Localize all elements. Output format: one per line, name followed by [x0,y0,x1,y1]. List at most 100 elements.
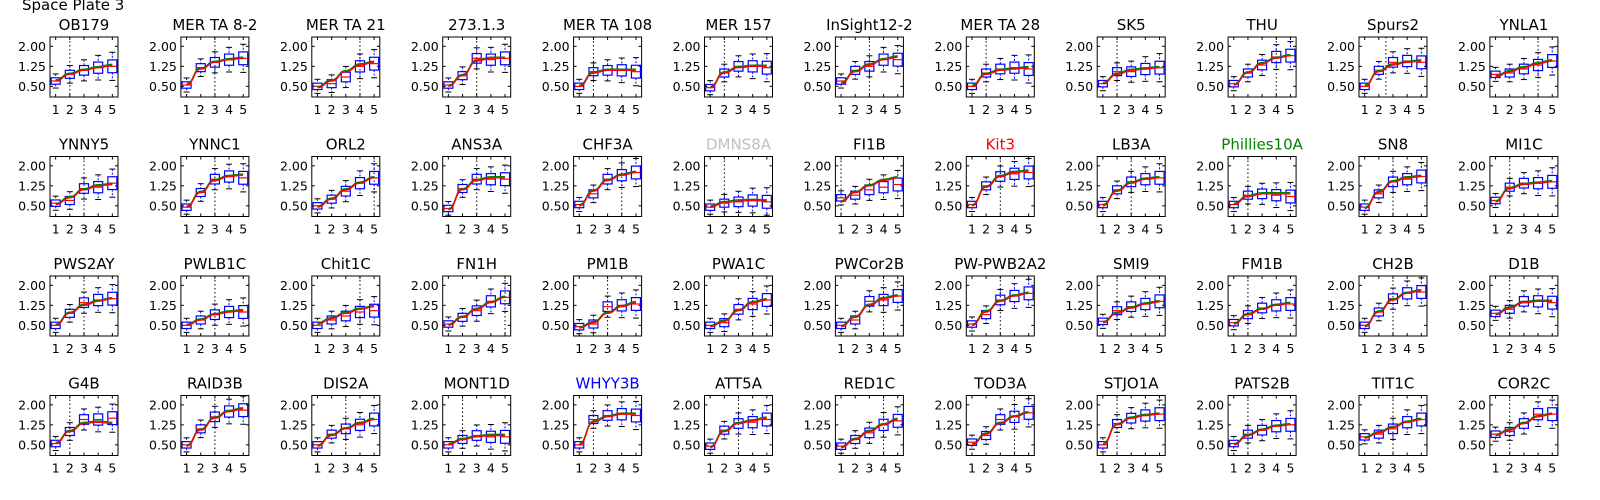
y-tick-label: 1.25 [1327,178,1355,193]
fit-curve-red [448,57,506,88]
panel-pwlb1c: PWLB1C 0.50 1.25 2.00 1 2 3 4 5 [149,255,250,356]
y-tick-label: 0.50 [1196,79,1224,94]
y-tick-label: 2.00 [18,278,46,293]
panel-273-1-3: 273.1.3 0.50 1.25 2.00 1 2 3 4 5 [411,16,512,117]
fit-curve-green [186,406,244,446]
fit-curve-green [840,55,898,84]
y-tick-label: 2.00 [673,39,701,54]
fit-curve-green [1233,191,1291,204]
fit-curve-red [1102,301,1160,324]
y-tick-label: 0.50 [1065,318,1093,333]
y-tick-label: 0.50 [149,79,177,94]
y-tick-label: 1.25 [149,178,177,193]
panel-title: FN1H [456,255,497,273]
fit-curve-red [186,309,244,327]
fit-curve-red [710,299,767,328]
x-tick-label: 1 [706,461,714,476]
panel-thu: THU 0.50 1.25 2.00 1 2 3 4 5 [1196,16,1297,117]
fit-curve-green [1233,301,1291,324]
x-tick-label: 2 [1244,461,1252,476]
panel-cor2c: COR2C 0.50 1.25 2.00 1 2 3 4 5 [1458,375,1559,476]
x-tick-label: 3 [473,461,481,476]
y-tick-label: 0.50 [673,79,701,94]
x-tick-label: 2 [1506,222,1514,237]
y-tick-label: 1.25 [804,178,832,193]
fit-curve-green [1364,288,1422,327]
fit-curve-green [710,198,767,207]
fit-curve-red [971,170,1029,207]
y-tick-label: 2.00 [149,278,177,293]
x-tick-label: 3 [1520,461,1528,476]
x-tick-label: 3 [735,461,743,476]
x-tick-label: 1 [313,341,321,356]
x-tick-label: 2 [328,222,336,237]
x-tick-label: 1 [444,222,452,237]
panel-fn1h: FN1H 0.50 1.25 2.00 1 2 3 4 5 [411,255,512,356]
panel-title: Spurs2 [1367,16,1419,34]
y-tick-label: 0.50 [1327,318,1355,333]
panel-ob179: OB179 0.50 1.25 2.00 1 2 3 4 5 [18,16,119,117]
panel-title: CH2B [1372,255,1414,273]
fit-curve-red [1495,300,1553,316]
x-tick-label: 4 [618,222,626,237]
plot-frame [1358,156,1428,217]
panel-pats2b: PATS2B 0.50 1.25 2.00 1 2 3 4 5 [1196,375,1297,476]
fit-curve-green [55,420,113,443]
x-tick-label: 4 [356,341,364,356]
plot-frame [1227,156,1297,217]
y-tick-label: 2.00 [1458,278,1486,293]
y-tick-label: 0.50 [18,318,46,333]
x-tick-label: 4 [880,222,888,237]
x-tick-label: 5 [1286,461,1294,476]
x-tick-label: 4 [749,461,757,476]
y-tick-label: 0.50 [1458,198,1486,213]
x-tick-label: 1 [444,341,452,356]
x-tick-label: 3 [211,461,219,476]
x-tick-label: 5 [239,102,247,117]
y-tick-label: 1.25 [280,417,308,432]
fit-curve-red [971,412,1029,446]
x-tick-label: 3 [865,222,873,237]
panel-title: DMNS8A [706,136,772,154]
x-tick-label: 1 [1230,461,1238,476]
panel-ch2b: CH2B 0.50 1.25 2.00 1 2 3 4 5 [1327,255,1428,356]
y-tick-label: 2.00 [542,158,570,173]
y-tick-label: 1.25 [673,298,701,313]
panel-title: LB3A [1112,136,1151,154]
x-tick-label: 4 [1272,222,1280,237]
y-tick-label: 0.50 [18,437,46,452]
x-tick-label: 1 [1492,222,1500,237]
x-tick-label: 3 [996,461,1004,476]
x-tick-label: 1 [183,222,191,237]
x-tick-label: 3 [865,461,873,476]
x-tick-label: 2 [459,222,467,237]
y-tick-label: 0.50 [1327,437,1355,452]
y-tick-label: 0.50 [1065,198,1093,213]
panel-mer-ta-108: MER TA 108 0.50 1.25 2.00 1 2 3 4 5 [542,16,652,117]
y-tick-label: 0.50 [280,79,308,94]
fit-curve-red [1102,66,1160,85]
y-tick-label: 2.00 [1065,158,1093,173]
panel-title: FM1B [1241,255,1282,273]
x-tick-label: 5 [108,341,116,356]
y-tick-label: 2.00 [280,397,308,412]
y-tick-label: 1.25 [18,298,46,313]
y-tick-label: 0.50 [149,437,177,452]
y-tick-label: 1.25 [1327,417,1355,432]
x-tick-label: 1 [968,461,976,476]
x-tick-label: 4 [1272,461,1280,476]
y-tick-label: 2.00 [149,397,177,412]
x-tick-label: 1 [1492,461,1500,476]
x-tick-label: 1 [706,341,714,356]
fit-curve-red [317,177,375,208]
x-tick-label: 2 [459,461,467,476]
x-tick-label: 5 [1286,222,1294,237]
y-tick-label: 2.00 [1458,39,1486,54]
y-tick-label: 2.00 [1196,158,1224,173]
y-tick-label: 1.25 [411,178,439,193]
plot-frame [311,275,381,337]
panel-title: 273.1.3 [448,16,505,34]
fit-curve-green [710,298,767,327]
x-tick-label: 5 [1548,341,1556,356]
